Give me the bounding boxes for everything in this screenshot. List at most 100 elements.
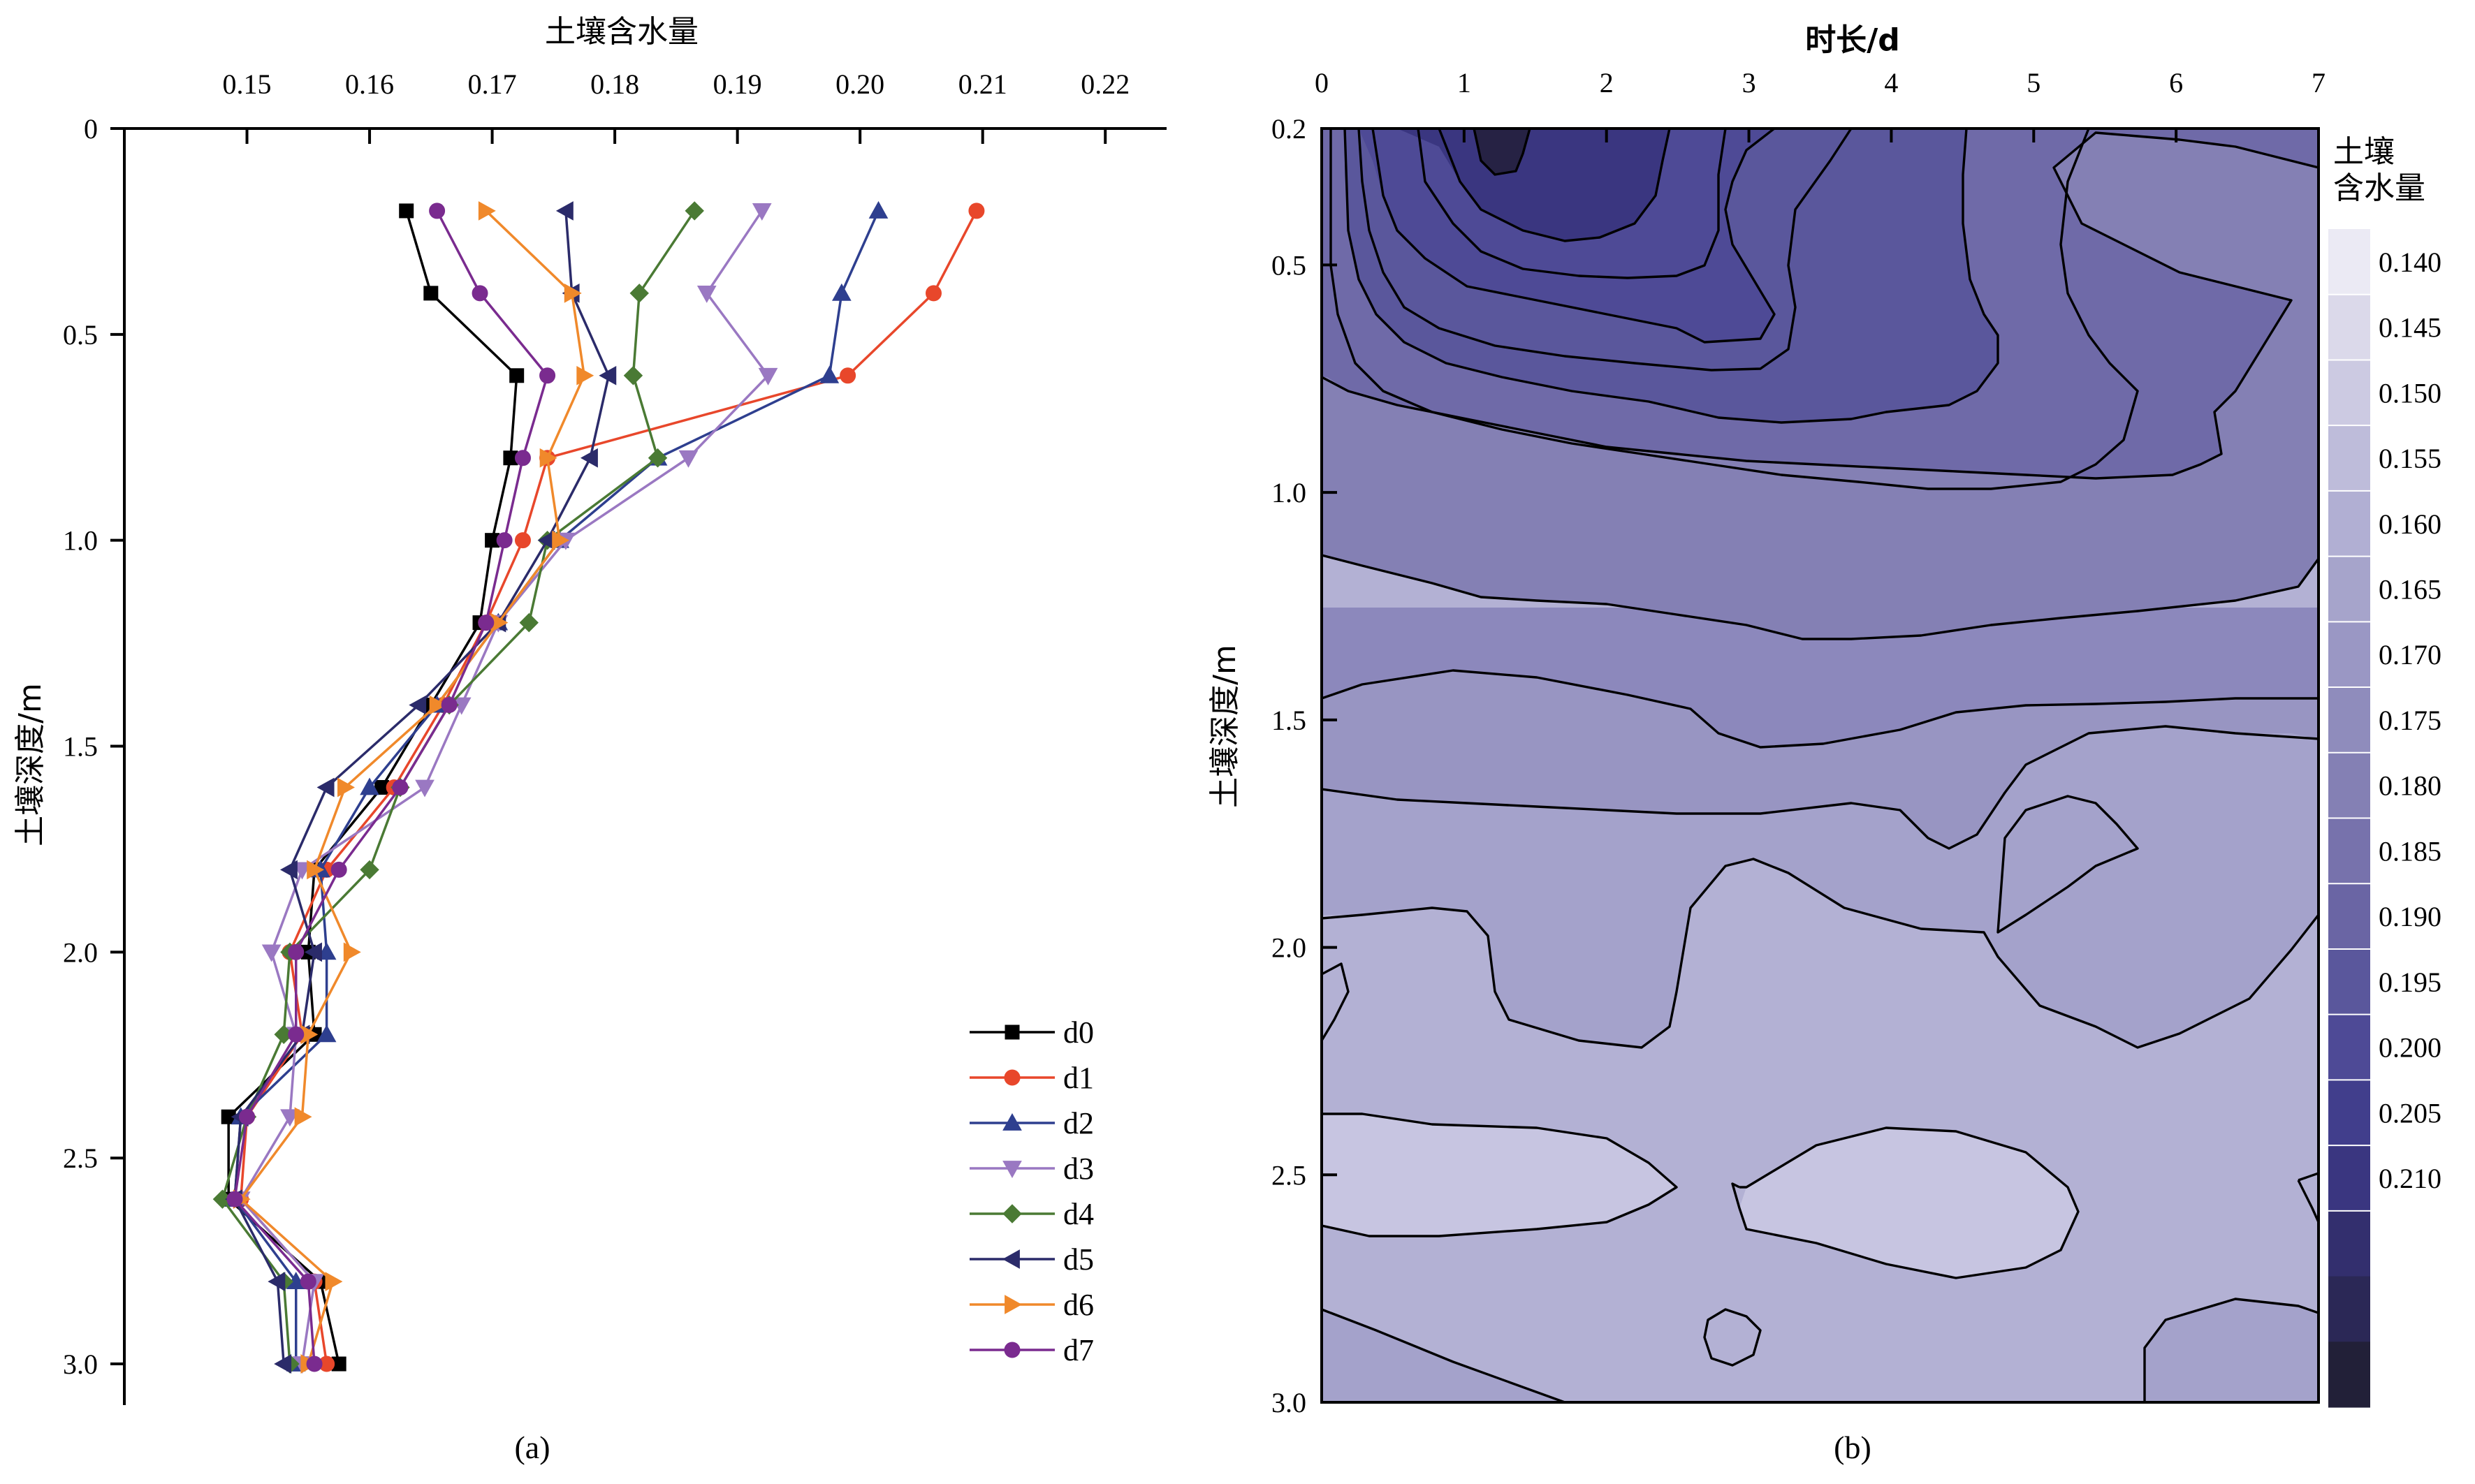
data-point-d3 xyxy=(415,779,435,798)
legend-swatch-marker xyxy=(1004,1342,1021,1358)
colorbar-tick-label: 0.155 xyxy=(2379,443,2441,474)
data-point-d7 xyxy=(441,697,458,714)
x-tick-label-b: 3 xyxy=(1742,67,1756,98)
data-point-d0 xyxy=(509,368,525,383)
legend-label: d6 xyxy=(1063,1288,1094,1322)
data-point-d4 xyxy=(519,612,539,633)
y-tick-label-b: 3.0 xyxy=(1271,1387,1306,1418)
colorbar-swatch xyxy=(2328,1145,2370,1212)
legend-swatch-marker xyxy=(1002,1204,1022,1224)
colorbar: 0.140 0.145 0.150 0.155 0.160 0.165 0.170 0.175… xyxy=(2328,229,2441,1408)
contour-region-lens-2 xyxy=(1739,1128,2078,1278)
contour-region-0.205 xyxy=(1397,128,1670,241)
colorbar-swatch xyxy=(2328,229,2370,295)
y-tick-label-b: 0.2 xyxy=(1271,113,1306,145)
panel-label-b: (b) xyxy=(1834,1430,1871,1465)
series-d3 xyxy=(231,203,778,1374)
data-point-d7 xyxy=(539,367,556,384)
colorbar-tick-label: 0.160 xyxy=(2379,508,2441,540)
legend-swatch-marker xyxy=(1005,1024,1020,1040)
legend-swatch-marker xyxy=(1005,1295,1023,1314)
series-d4 xyxy=(212,201,704,1374)
data-point-d2 xyxy=(831,283,852,301)
data-point-d7 xyxy=(478,615,495,631)
data-point-d3 xyxy=(292,862,312,880)
colorbar-swatch xyxy=(2328,556,2370,622)
x-tick-label-a: 0.21 xyxy=(958,68,1007,100)
colorbar-tick-label: 0.145 xyxy=(2379,312,2441,344)
y-axis-label-a: 土壤深度/m xyxy=(13,683,48,846)
colorbar-swatch xyxy=(2328,622,2370,688)
legend-item-d1: d1 xyxy=(970,1061,1094,1095)
x-tick-label-a: 0.22 xyxy=(1081,68,1130,100)
data-point-d2 xyxy=(360,777,379,795)
legend-swatch-marker xyxy=(1002,1161,1022,1179)
data-point-d3 xyxy=(678,450,699,468)
y-tick-label-b: 2.0 xyxy=(1271,932,1306,964)
data-point-d0 xyxy=(423,286,439,301)
data-point-d6 xyxy=(552,530,570,550)
colorbar-swatch xyxy=(2328,1210,2370,1277)
y-tick-label-a: 3.0 xyxy=(63,1349,98,1380)
data-point-d7 xyxy=(226,1191,243,1207)
data-point-d7 xyxy=(288,1026,305,1043)
axes-a: 0.15 0.16 0.17 0.18 0.19 0.20 0.21 0.22 0 0.5 1.0 1… xyxy=(63,68,1167,1405)
y-tick-label-b: 1.0 xyxy=(1271,477,1306,508)
data-point-d7 xyxy=(288,943,305,960)
y-tick-label-a: 0.5 xyxy=(63,319,98,351)
colorbar-tick-label: 0.205 xyxy=(2379,1097,2441,1129)
data-point-d7 xyxy=(300,1273,316,1290)
data-point-d7 xyxy=(514,450,531,466)
data-point-d2 xyxy=(316,1024,337,1043)
data-point-d3 xyxy=(752,203,772,221)
data-point-d5 xyxy=(316,777,335,798)
legend-swatch-marker xyxy=(1004,1069,1021,1086)
data-point-d4 xyxy=(629,284,649,303)
contour-fill xyxy=(1322,128,2319,1402)
legend-swatch-marker xyxy=(1002,1112,1022,1131)
data-point-d4 xyxy=(685,201,704,221)
colorbar-swatch xyxy=(2328,490,2370,557)
colorbar-tick-label: 0.185 xyxy=(2379,835,2441,867)
data-point-d6 xyxy=(294,1107,312,1127)
colorbar-tick-label: 0.175 xyxy=(2379,705,2441,736)
legend-swatch-marker xyxy=(1002,1249,1020,1269)
x-axis-label-a: 土壤含水量 xyxy=(545,14,699,50)
data-point-d2 xyxy=(819,365,840,383)
data-point-d6 xyxy=(307,860,325,880)
contour-chart: 时长/d 土壤深度/m (b) 土壤 含水量 xyxy=(1207,22,2441,1465)
data-point-d6 xyxy=(343,942,361,962)
data-point-d5 xyxy=(599,365,617,385)
data-point-d5 xyxy=(555,201,574,221)
data-point-d2 xyxy=(316,942,337,960)
colorbar-tick-label: 0.170 xyxy=(2379,639,2441,670)
legend-label: d4 xyxy=(1063,1197,1094,1231)
legend-item-d6: d6 xyxy=(970,1288,1094,1322)
plot-frame-b xyxy=(1320,127,2320,1404)
series-d7 xyxy=(226,203,556,1372)
colorbar-swatch xyxy=(2328,1080,2370,1146)
data-point-d1 xyxy=(840,367,856,384)
colorbar-tick-label: 0.165 xyxy=(2379,573,2441,605)
colorbar-swatch xyxy=(2328,1014,2370,1080)
x-tick-label-a: 0.18 xyxy=(590,68,639,100)
y-tick-label-a: 2.5 xyxy=(63,1143,98,1174)
x-tick-label-b: 7 xyxy=(2312,67,2326,98)
data-point-d7 xyxy=(392,779,409,795)
x-tick-label-b: 5 xyxy=(2027,67,2040,98)
colorbar-swatch xyxy=(2328,425,2370,492)
contour-region-deep-left xyxy=(1322,1309,1565,1402)
series-line-d4 xyxy=(221,210,696,1365)
data-point-d3 xyxy=(280,1109,300,1127)
legend-label: d2 xyxy=(1063,1106,1094,1140)
colorbar-title-line2: 含水量 xyxy=(2333,170,2425,206)
colorbar-tick-label: 0.150 xyxy=(2379,377,2441,409)
contour-region-0.170 xyxy=(1322,608,2319,747)
legend-label: d0 xyxy=(1063,1015,1094,1050)
y-tick-label-b: 2.5 xyxy=(1271,1159,1306,1191)
data-point-d5 xyxy=(274,1354,292,1374)
x-tick-label-b: 2 xyxy=(1600,67,1614,98)
y-tick-label-a: 1.0 xyxy=(63,525,98,557)
colorbar-tick-label: 0.180 xyxy=(2379,770,2441,802)
